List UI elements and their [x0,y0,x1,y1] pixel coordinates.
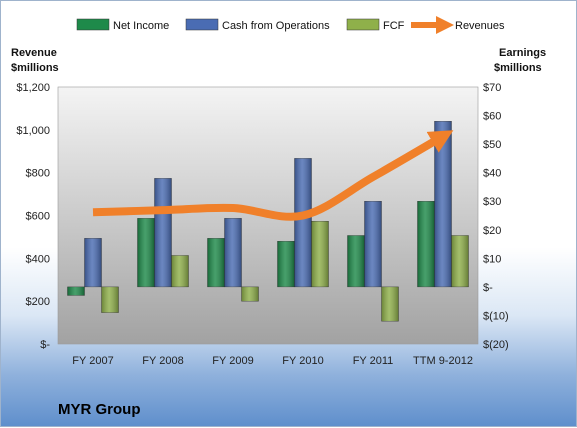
bar-shade-cash-from-operations-2 [225,218,242,287]
left-tick-label-2: $400 [26,253,50,265]
bar-shade-net-income-1 [138,218,155,287]
right-axis-title-line1: Earnings [499,47,546,59]
right-tick-label-4: $20 [483,225,501,237]
right-tick-label-5: $30 [483,196,501,208]
right-axis-title-line2: $millions [494,62,542,74]
legend-swatch-net-income [77,19,109,30]
legend-label-net-income: Net Income [113,20,169,32]
bar-shade-fcf-1 [172,255,189,286]
bar-shade-net-income-3 [278,241,295,287]
legend-label-revenues: Revenues [455,20,505,32]
right-tick-label-8: $60 [483,111,501,123]
left-tick-label-5: $1,000 [16,125,50,137]
x-tick-label-1: FY 2008 [142,355,183,367]
bar-shade-fcf-4 [382,287,399,321]
bar-shade-cash-from-operations-0 [85,238,102,287]
bar-shade-fcf-2 [242,287,259,301]
legend-label-cash-from-operations: Cash from Operations [222,20,330,32]
left-tick-label-4: $800 [26,168,50,180]
x-tick-label-2: FY 2009 [212,355,253,367]
right-tick-label-2: $- [483,282,493,294]
right-tick-label-7: $50 [483,139,501,151]
bar-shade-net-income-0 [68,287,85,296]
bar-shade-cash-from-operations-4 [365,201,382,287]
company-name: MYR Group [58,401,141,418]
bar-shade-cash-from-operations-1 [155,178,172,287]
bar-shade-cash-from-operations-5 [435,121,452,287]
left-tick-label-0: $- [40,339,50,351]
left-tick-label-3: $600 [26,211,50,223]
x-tick-label-5: TTM 9-2012 [413,355,473,367]
legend-swatch-cash-from-operations [186,19,218,30]
right-tick-label-6: $40 [483,168,501,180]
bar-shade-fcf-5 [452,235,469,286]
legend-swatch-fcf [347,19,379,30]
right-tick-label-1: $(10) [483,310,509,322]
legend-label-fcf: FCF [383,20,405,32]
bar-shade-net-income-4 [348,235,365,286]
x-tick-label-0: FY 2007 [72,355,113,367]
left-tick-label-1: $200 [26,296,50,308]
right-tick-label-3: $10 [483,253,501,265]
bar-shade-fcf-3 [312,221,329,287]
left-axis-title-line2: $millions [11,62,59,74]
right-tick-label-9: $70 [483,82,501,94]
x-tick-label-4: FY 2011 [353,355,394,367]
x-tick-label-3: FY 2010 [282,355,323,367]
bar-shade-fcf-0 [102,287,119,313]
bar-shade-net-income-5 [418,201,435,287]
bar-shade-net-income-2 [208,238,225,287]
right-tick-label-0: $(20) [483,339,509,351]
left-axis-title-line1: Revenue [11,47,57,59]
bar-shade-cash-from-operations-3 [295,158,312,287]
left-tick-label-6: $1,200 [16,82,50,94]
